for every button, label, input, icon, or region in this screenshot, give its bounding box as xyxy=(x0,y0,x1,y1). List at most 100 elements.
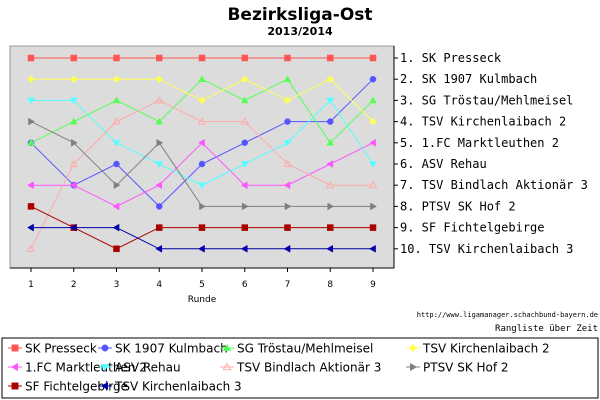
data-point xyxy=(327,202,335,211)
legend-label: TSV Bindlach Aktionär 3 xyxy=(236,361,381,375)
legend-marker xyxy=(222,343,232,351)
data-point xyxy=(241,224,248,231)
data-point xyxy=(240,244,248,253)
data-point xyxy=(112,223,120,232)
data-point xyxy=(326,97,335,105)
legend-item: 1.FC Marktleuthen 2 xyxy=(8,361,147,375)
data-point xyxy=(155,181,163,190)
rank-list: 1. SK Presseck 2. SK 1907 Kulmbach 3. SG T… xyxy=(393,46,588,268)
footer-caption: Rangliste über Zeit xyxy=(495,324,598,334)
rank-label: 8. PTSV SK Hof 2 xyxy=(400,199,516,213)
data-point xyxy=(69,223,77,232)
legend-item: SK Presseck xyxy=(8,342,97,356)
chart-title: Bezirksliga-Ost xyxy=(227,5,372,25)
data-point xyxy=(27,203,35,210)
series-10 xyxy=(27,223,376,253)
data-point xyxy=(240,181,248,190)
rank-label: 2. SK 1907 Kulmbach xyxy=(400,72,537,86)
data-point xyxy=(113,54,120,62)
data-point xyxy=(283,140,292,147)
data-point xyxy=(27,54,35,62)
x-tick-label: 4 xyxy=(156,280,162,290)
series-7 xyxy=(26,95,378,252)
legend-label: TSV Kirchenlaibach 2 xyxy=(422,342,550,356)
plot-area xyxy=(9,45,395,269)
legend-marker xyxy=(11,344,19,352)
data-point xyxy=(326,244,334,253)
data-point xyxy=(369,117,377,126)
data-point xyxy=(70,138,78,147)
chart-subtitle: 2013/2014 xyxy=(267,25,333,38)
legend-marker xyxy=(100,381,108,391)
data-point xyxy=(199,202,206,211)
data-point xyxy=(69,75,78,84)
series-line xyxy=(30,99,373,250)
data-point xyxy=(198,244,205,253)
legend-label: SK 1907 Kulmbach xyxy=(115,342,228,356)
legend-label: PTSV SK Hof 2 xyxy=(423,361,509,375)
rank-label: 10. TSV Kirchenlaibach 3 xyxy=(400,242,573,256)
data-point xyxy=(156,54,163,62)
data-point xyxy=(198,224,206,231)
data-point xyxy=(326,75,335,84)
x-tick-label: 9 xyxy=(370,280,376,290)
data-point xyxy=(240,96,249,104)
data-point xyxy=(327,54,334,62)
x-tick-label: 6 xyxy=(242,280,248,290)
data-point xyxy=(69,159,79,168)
data-point xyxy=(283,244,291,253)
legend-item: TSV Bindlach Aktionär 3 xyxy=(220,361,381,375)
x-tick-label: 8 xyxy=(327,280,333,290)
data-point xyxy=(155,161,164,168)
data-point xyxy=(284,224,291,231)
data-point xyxy=(27,223,34,232)
legend-label: SF Fichtelgebirge xyxy=(25,380,128,394)
series-5 xyxy=(27,138,376,211)
legend-item: SG Tröstau/Mehlmeisel xyxy=(220,342,373,356)
data-point xyxy=(198,96,206,105)
rank-label: 7. TSV Bindlach Aktionär 3 xyxy=(400,178,588,192)
data-point xyxy=(69,97,78,105)
data-point xyxy=(27,181,34,190)
data-point xyxy=(283,159,292,168)
data-point xyxy=(112,75,121,84)
data-point xyxy=(326,160,334,168)
series-1 xyxy=(27,54,377,62)
data-point xyxy=(325,180,335,189)
data-point xyxy=(27,138,35,146)
footer-url: http://www.ligamanager.schachbund-bayern… xyxy=(417,311,598,319)
data-point xyxy=(240,117,250,125)
data-point xyxy=(283,75,292,82)
data-point xyxy=(284,118,291,125)
data-point xyxy=(369,96,377,104)
x-axis-label: Runde xyxy=(188,295,217,305)
data-point xyxy=(369,138,376,147)
legend-label: ASV Rehau xyxy=(115,361,181,375)
rank-label: 4. TSV Kirchenlaibach 2 xyxy=(400,115,566,129)
data-point xyxy=(198,54,206,62)
data-point xyxy=(156,224,163,231)
series-layer xyxy=(26,54,378,253)
data-point xyxy=(369,224,377,231)
data-point xyxy=(26,244,36,252)
data-point xyxy=(198,75,206,82)
data-point xyxy=(198,160,206,168)
rank-label: 5. 1.FC Marktleuthen 2 xyxy=(400,136,559,150)
data-point xyxy=(69,181,77,190)
legend-item: ASV Rehau xyxy=(98,361,181,375)
data-point xyxy=(70,54,77,62)
data-point xyxy=(198,138,205,147)
legend-marker xyxy=(408,343,418,353)
data-point xyxy=(154,95,164,104)
legend-marker xyxy=(410,362,418,372)
data-point xyxy=(283,96,292,105)
rank-label: 9. SF Fichtelgebirge xyxy=(400,221,545,235)
data-point xyxy=(27,97,35,105)
legend-item: SF Fichtelgebirge xyxy=(8,380,128,394)
data-point xyxy=(369,54,377,62)
legend-marker xyxy=(101,344,109,352)
data-point xyxy=(370,202,377,211)
data-point xyxy=(156,138,164,147)
rank-label: 1. SK Presseck xyxy=(400,51,502,65)
data-point xyxy=(28,117,35,126)
